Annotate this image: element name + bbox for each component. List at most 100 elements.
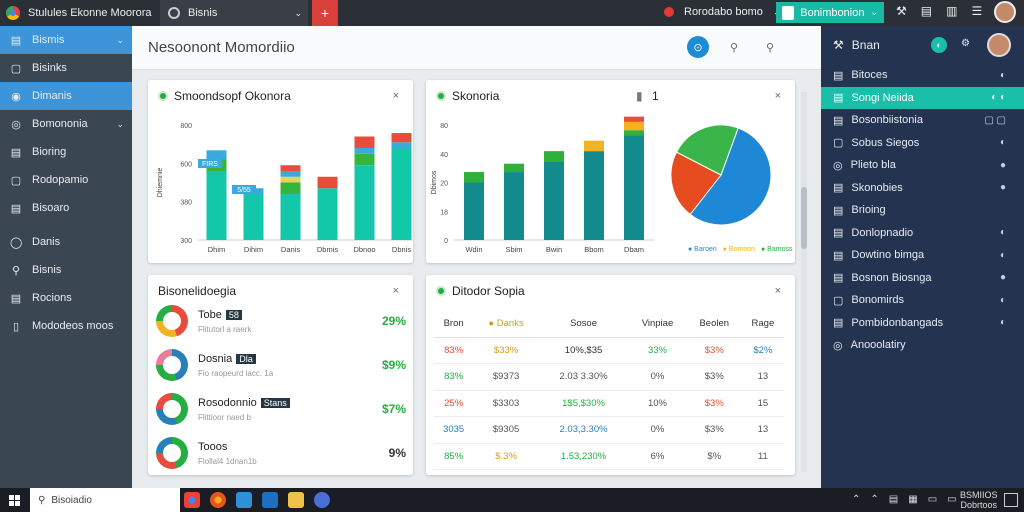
table-row[interactable]: 85% $.3% 1.53,230% 6% $% 11 [434, 443, 784, 470]
sidebar-item[interactable]: ▢ Bisinks [0, 54, 132, 82]
pie-slice[interactable] [670, 151, 722, 216]
right-sidebar-item[interactable]: ▤ Bosonbiistonia ▢ ▢ [821, 109, 1024, 132]
store-app-icon[interactable] [236, 492, 252, 508]
table-row[interactable]: 3035 $9305 2.03,3.30% 0% $3% 13 [434, 416, 784, 444]
sidebar-item[interactable]: ◎ Bomononia ⌄ [0, 110, 132, 138]
column-header[interactable]: Rage [741, 311, 784, 338]
bar-segment[interactable] [544, 151, 564, 162]
sidebar-item[interactable]: ▤ Bioring [0, 138, 132, 166]
sidebar-item[interactable]: ▢ Rodopamio [0, 166, 132, 194]
chevron-up-icon[interactable]: ⌃ [870, 494, 879, 505]
globe-app-icon[interactable] [314, 492, 330, 508]
pie-slice[interactable] [675, 124, 739, 176]
bar-segment[interactable] [504, 163, 524, 173]
close-icon[interactable]: × [774, 90, 781, 102]
sidebar-item[interactable]: ▤ Bismis ⌄ [0, 26, 132, 54]
bar-segment[interactable] [206, 150, 227, 160]
bar-segment[interactable] [584, 151, 604, 240]
bar-segment[interactable] [280, 171, 301, 177]
right-sidebar-item[interactable]: ◎ Plieto bla ● [821, 154, 1024, 177]
right-sidebar-item[interactable]: ▤ Bosnon Biosnga ● [821, 267, 1024, 290]
chevron-down-icon[interactable]: ⌄ [294, 7, 302, 18]
bar-segment[interactable] [624, 116, 644, 122]
bar-segment[interactable] [354, 136, 375, 149]
right-sidebar-item[interactable]: ◎ Anooolatiry [821, 334, 1024, 357]
search-icon[interactable]: ⚲ [729, 41, 739, 54]
column-header[interactable]: Sosoe [538, 311, 629, 338]
column-header[interactable]: Beolen [686, 311, 742, 338]
bar-segment[interactable] [354, 165, 375, 240]
main-scrollbar[interactable] [801, 92, 807, 472]
sidebar-item[interactable]: ▤ Bisoaro [0, 194, 132, 222]
sidebar-item[interactable]: ▤ Rocions [0, 284, 132, 312]
column-header[interactable]: Bron [434, 311, 474, 338]
bar-segment[interactable] [624, 130, 644, 136]
table-row[interactable]: 83% $9373 2.03 3.30% 0% $3% 13 [434, 363, 784, 391]
column-header[interactable]: Vinpiae [628, 311, 687, 338]
network-icon[interactable]: ▤ [888, 494, 899, 505]
right-sidebar-item[interactable]: ▤ Dowtino bimga ◐ [821, 244, 1024, 267]
close-icon[interactable]: × [774, 285, 781, 297]
list-item[interactable]: Dosnia Dla Fio raopeurd lacc. 1a $9% [156, 345, 406, 385]
right-sidebar-item[interactable]: ▢ Bonomirds ◐ [821, 289, 1024, 312]
battery-icon[interactable]: ▭ [947, 494, 957, 505]
notification-icon[interactable] [1004, 493, 1018, 507]
folder-app-icon[interactable] [288, 492, 304, 508]
bar-segment[interactable] [317, 176, 338, 189]
refresh-icon[interactable]: ◐ [931, 37, 947, 53]
display-icon[interactable]: ▭ [927, 494, 938, 505]
bar-segment[interactable] [391, 133, 412, 143]
bar-segment[interactable] [206, 171, 227, 240]
bar-segment[interactable] [391, 142, 412, 148]
bar-segment[interactable] [504, 172, 524, 240]
bar-segment[interactable] [391, 148, 412, 240]
bar-segment[interactable] [280, 176, 301, 183]
tools-icon[interactable]: ⚒ [896, 4, 907, 18]
pager-icon[interactable]: ▮ [636, 89, 643, 103]
info-icon[interactable]: ⊙ [687, 36, 709, 58]
right-sidebar-item[interactable]: ▢ Sobus Siegos ◐ [821, 132, 1024, 155]
bar-segment[interactable] [280, 194, 301, 240]
new-tab-button[interactable]: + [312, 0, 338, 26]
avatar[interactable] [987, 33, 1011, 57]
bell-icon[interactable]: ▤ [920, 4, 933, 18]
right-sidebar-item[interactable]: ▤ Donlopnadio ◐ [821, 222, 1024, 245]
chart-icon[interactable]: ▥ [946, 4, 958, 18]
avatar[interactable] [994, 1, 1016, 23]
bar-segment[interactable] [464, 172, 484, 183]
user-icon[interactable]: ⚲ [765, 41, 775, 54]
menu-icon[interactable]: ☰ [971, 4, 983, 18]
close-icon[interactable]: × [392, 90, 399, 102]
sidebar-item[interactable]: ▯ Mododeos moos [0, 312, 132, 340]
chevron-up-icon[interactable]: ⌃ [852, 494, 861, 505]
bar-segment[interactable] [280, 182, 301, 195]
volume-icon[interactable]: ▦ [908, 494, 918, 505]
browser-app-icon[interactable] [184, 492, 200, 508]
table-row[interactable]: 83% $33% 10%,$35 33% $3% $2% [434, 337, 784, 364]
taskbar-search[interactable]: ⚲ Bisoiadio [30, 488, 180, 512]
bar-segment[interactable] [464, 182, 484, 241]
account-button[interactable]: Bonimbonion ⌄ [776, 2, 884, 23]
firefox-app-icon[interactable] [210, 492, 226, 508]
right-sidebar-item[interactable]: ▤ Pombidonbangads ◐ [821, 312, 1024, 335]
sidebar-item[interactable]: ◯ Danis [0, 228, 132, 256]
close-icon[interactable]: × [392, 285, 399, 297]
bar-segment[interactable] [354, 148, 375, 154]
settings-icon[interactable]: ⚙ [961, 38, 970, 49]
bar-segment[interactable] [624, 121, 644, 131]
column-header[interactable]: ● Danks [473, 311, 539, 338]
list-item[interactable]: Rosodonnio Stans Flittioor naed b $7% [156, 389, 406, 429]
mail-app-icon[interactable] [262, 492, 278, 508]
bar-segment[interactable] [317, 188, 338, 240]
right-sidebar-item[interactable]: ▤ Skonobies ● [821, 177, 1024, 200]
bar-segment[interactable] [280, 165, 301, 171]
right-sidebar-item[interactable]: ▤ Brioing [821, 199, 1024, 222]
bar-segment[interactable] [544, 161, 564, 240]
user-menu[interactable]: Rorodabo bomo ⌄ [664, 6, 780, 18]
bar-segment[interactable] [584, 140, 604, 152]
start-icon[interactable] [9, 494, 21, 506]
sidebar-item[interactable]: ⚲ Bisnis [0, 256, 132, 284]
list-item[interactable]: Tooos Flollal4 1dnan1b 9% [156, 433, 406, 473]
bar-segment[interactable] [243, 194, 264, 240]
pie-slice[interactable] [689, 127, 772, 226]
